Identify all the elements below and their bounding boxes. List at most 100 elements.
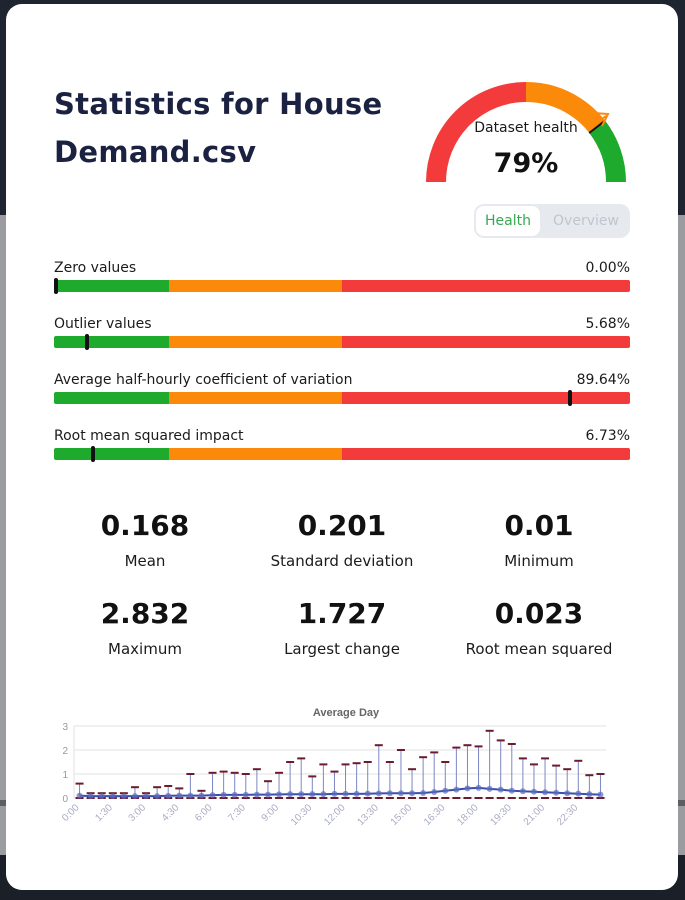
x-tick-label: 13:30 (355, 802, 381, 828)
chart-x-ticks: 0:00 1:30 3:00 4:30 6:00 7:30 9:00 10:30 12:00 13… (60, 802, 581, 828)
metric-value: 89.64% (576, 372, 630, 388)
bar-green-segment (54, 392, 169, 404)
metric-marker (568, 390, 573, 406)
metric-marker (90, 446, 95, 462)
chart-title: Average Day (313, 707, 380, 719)
series-point (553, 789, 560, 796)
health-gauge (426, 82, 626, 183)
series-point (342, 790, 349, 797)
bar-orange-segment (169, 336, 342, 348)
metric-bar (54, 336, 630, 348)
series-point (209, 792, 216, 799)
series-point (353, 790, 360, 797)
x-tick-label: 16:30 (422, 802, 448, 828)
x-tick-label: 15:00 (389, 802, 415, 828)
bar-green-segment (54, 280, 169, 292)
metric-bar (54, 392, 630, 404)
stat-label: Minimum (504, 552, 574, 570)
stat-value: 2.832 (100, 597, 190, 630)
stat-mean: 0.168 Mean (50, 506, 240, 570)
gauge-red-arc (426, 82, 527, 183)
chart-whiskers (75, 729, 605, 799)
series-point (98, 793, 105, 800)
stat-root-mean-squared: 0.023 Root mean squared (444, 594, 634, 658)
series-point (486, 785, 493, 792)
bar-red-segment (342, 392, 630, 404)
series-point (586, 791, 593, 798)
metric-zero-values: Zero values 0.00% (54, 260, 630, 300)
series-point (242, 791, 249, 798)
metric-marker (84, 334, 89, 350)
y-tick-label: 1 (62, 770, 68, 781)
stat-value: 1.727 (297, 597, 387, 630)
x-tick-label: 1:30 (93, 802, 115, 824)
y-tick-label: 3 (62, 722, 68, 733)
series-point (120, 793, 127, 800)
series-point (143, 793, 150, 800)
series-point (320, 791, 327, 798)
gauge-green-arc (588, 120, 626, 183)
series-point (597, 791, 604, 798)
series-point (276, 791, 283, 798)
stat-standard-deviation: 0.201 Standard deviation (247, 506, 437, 570)
stat-label: Largest change (284, 640, 400, 658)
bar-red-segment (342, 280, 630, 292)
series-point (309, 791, 316, 798)
series-point (231, 791, 238, 798)
toggle-health-button[interactable]: Health (476, 206, 540, 236)
series-point (187, 792, 194, 799)
bar-red-segment (342, 336, 630, 348)
stat-label: Maximum (108, 640, 182, 658)
bar-green-segment (54, 336, 169, 348)
metric-label: Root mean squared impact (54, 428, 244, 444)
metric-value: 5.68% (585, 316, 630, 332)
gauge-orange-arc (525, 82, 626, 183)
metric-bar (54, 280, 630, 292)
x-tick-label: 4:30 (160, 802, 182, 824)
series-point (253, 791, 260, 798)
metric-bar (54, 448, 630, 460)
y-tick-label: 2 (62, 746, 68, 757)
metric-label: Outlier values (54, 316, 152, 332)
bar-red-segment (342, 448, 630, 460)
stat-value: 0.023 (494, 597, 584, 630)
chart-line (76, 784, 604, 800)
series-point (109, 793, 116, 800)
gauge-arrowhead-icon (593, 112, 610, 127)
series-point (431, 789, 438, 795)
series-point (154, 793, 161, 800)
x-tick-label: 19:30 (488, 802, 514, 828)
x-tick-label: 3:00 (127, 802, 149, 824)
series-point (298, 791, 305, 798)
series-point (220, 791, 227, 798)
x-tick-label: 6:00 (193, 802, 215, 824)
metric-outlier-values: Outlier values 5.68% (54, 316, 630, 356)
metric-root-mean-squared-impact: Root mean squared impact 6.73% (54, 428, 630, 468)
series-point (76, 792, 83, 799)
x-tick-label: 7:30 (226, 802, 248, 824)
x-tick-label: 22:30 (555, 802, 581, 828)
bar-orange-segment (169, 448, 342, 460)
x-tick-label: 18:00 (455, 802, 481, 828)
stat-label: Mean (124, 552, 166, 570)
view-toggle: Health Overview (474, 204, 630, 238)
statistics-modal: Statistics for House Demand.csv Dataset … (6, 4, 678, 890)
series-point (475, 784, 482, 791)
gauge-arrow-icon (585, 115, 607, 129)
stat-largest-change: 1.727 Largest change (247, 594, 437, 658)
stat-value: 0.168 (100, 509, 190, 542)
x-tick-label: 10:30 (289, 802, 315, 828)
series-point (131, 793, 138, 800)
toggle-overview-button[interactable]: Overview (553, 213, 619, 229)
stat-value: 0.201 (297, 509, 387, 542)
series-point (264, 791, 271, 798)
series-point (375, 790, 382, 797)
series-point (287, 791, 294, 798)
metric-value: 6.73% (585, 428, 630, 444)
series-point (564, 790, 571, 797)
stat-minimum: 0.01 Minimum (444, 506, 634, 570)
x-tick-label: 0:00 (60, 802, 82, 824)
series-point (386, 790, 393, 797)
series-point (198, 792, 205, 799)
stat-label: Standard deviation (270, 552, 414, 570)
